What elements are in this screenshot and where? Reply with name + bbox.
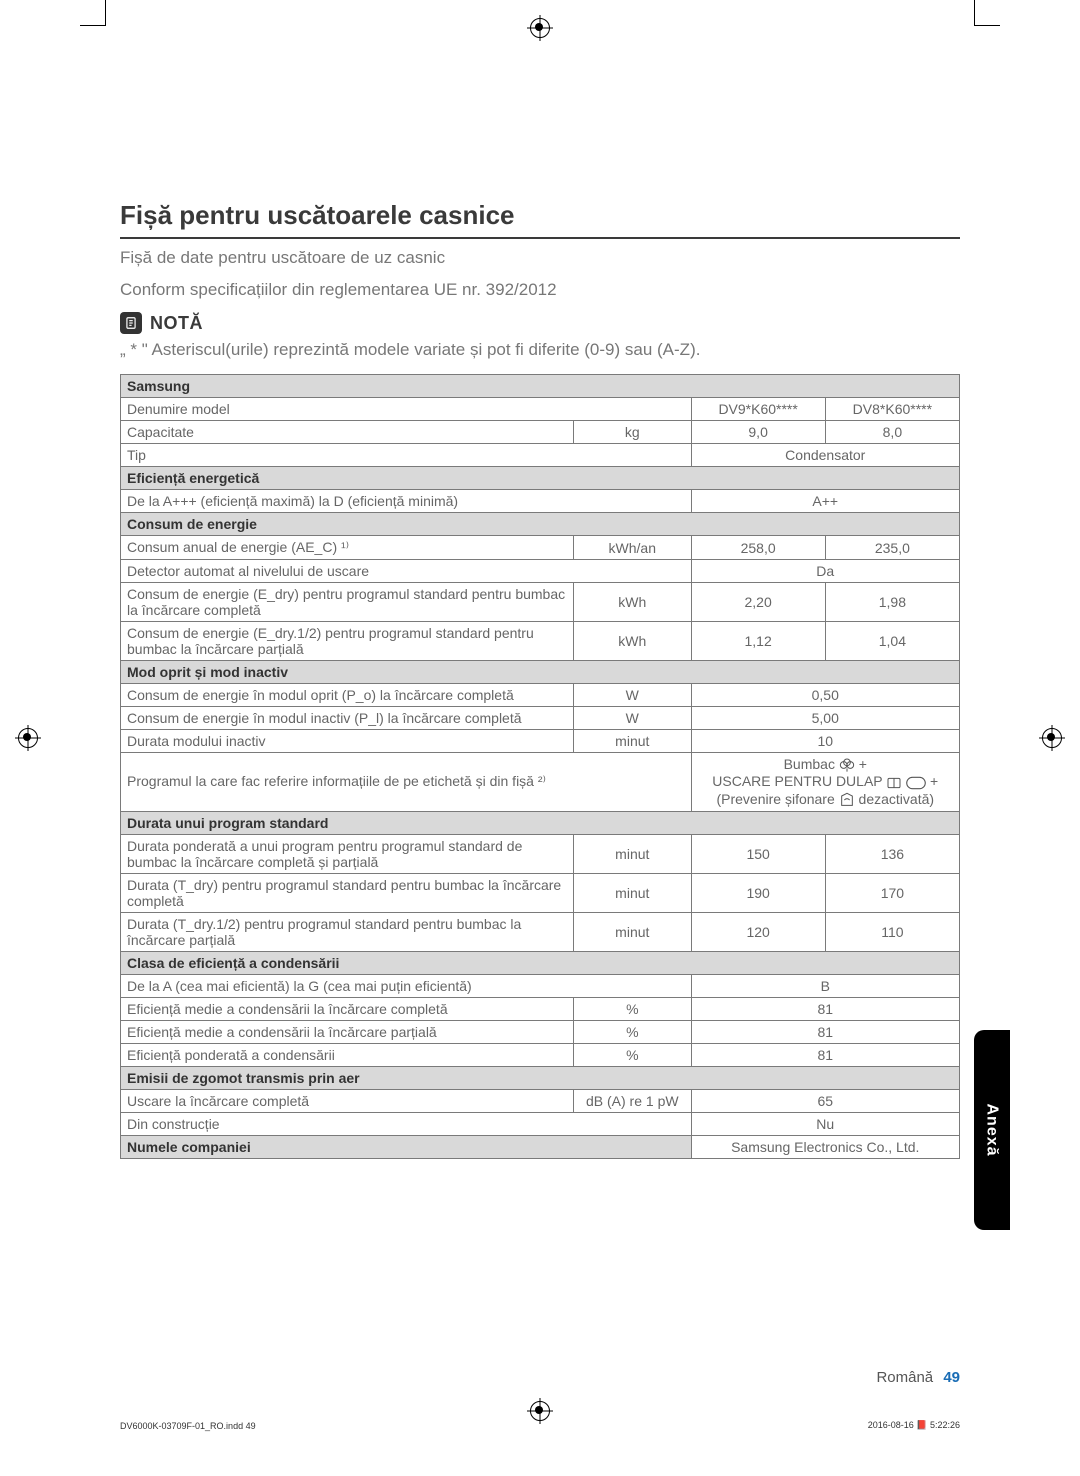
- tdry-unit: minut: [574, 873, 691, 912]
- detector-value: Da: [691, 560, 959, 583]
- edry-label: Consum de energie (E_dry) pentru program…: [121, 583, 574, 622]
- footer-lang: Română: [876, 1369, 933, 1386]
- edry12-label: Consum de energie (E_dry.1/2) pentru pro…: [121, 622, 574, 661]
- tdry12-unit: minut: [574, 912, 691, 951]
- dur-pond-unit: minut: [574, 834, 691, 873]
- eff-scale-label: De la A+++ (eficiență maximă) la D (efic…: [121, 490, 692, 513]
- footer-page-number: 49: [943, 1369, 960, 1386]
- page-title: Fișă pentru uscătoarele casnice: [120, 200, 960, 239]
- aec-v1: 258,0: [691, 536, 825, 560]
- cupboard-icon: [886, 775, 902, 791]
- company-value: Samsung Electronics Co., Ltd.: [691, 1135, 959, 1158]
- inactiv-value: 10: [691, 730, 959, 753]
- program-ref-label: Programul la care fac referire informați…: [121, 753, 692, 812]
- eff-value: A++: [691, 490, 959, 513]
- spec-table: Samsung Denumire model DV9*K60**** DV8*K…: [120, 374, 960, 1159]
- cond-part-unit: %: [574, 1020, 691, 1043]
- program-line1: Bumbac: [784, 756, 835, 772]
- po-value: 0,50: [691, 684, 959, 707]
- side-tab-label: Anexă: [983, 1103, 1001, 1156]
- cond-full-value: 81: [691, 997, 959, 1020]
- pl-value: 5,00: [691, 707, 959, 730]
- program-line3a: (Prevenire șifonare: [716, 791, 834, 807]
- capacity-v2: 8,0: [825, 421, 959, 444]
- noise-unit: dB (A) re 1 pW: [574, 1089, 691, 1112]
- side-tab-anexa: Anexă: [974, 1030, 1010, 1230]
- program-line3b: dezactivată): [859, 791, 934, 807]
- cond-part-value: 81: [691, 1020, 959, 1043]
- aec-v2: 235,0: [825, 536, 959, 560]
- cond-header: Clasa de eficiență a condensării: [121, 951, 960, 974]
- subtitle-line-2: Conform specificațiilor din reglementare…: [120, 277, 960, 303]
- model-v1: DV9*K60****: [691, 398, 825, 421]
- pl-unit: W: [574, 707, 691, 730]
- edry-unit: kWh: [574, 583, 691, 622]
- edry12-v2: 1,04: [825, 622, 959, 661]
- anticrease-icon: [839, 792, 855, 808]
- detector-label: Detector automat al nivelului de uscare: [121, 560, 692, 583]
- dur-pond-v1: 150: [691, 834, 825, 873]
- type-value: Condensator: [691, 444, 959, 467]
- edry12-unit: kWh: [574, 622, 691, 661]
- program-line2: USCARE PENTRU DULAP: [712, 773, 882, 789]
- tdry-v2: 170: [825, 873, 959, 912]
- noise-header: Emisii de zgomot transmis prin aer: [121, 1066, 960, 1089]
- builtin-label: Din construcție: [121, 1112, 692, 1135]
- eff-header: Eficiență energetică: [121, 467, 960, 490]
- cond-w-label: Eficiență ponderată a condensării: [121, 1043, 574, 1066]
- cond-scale-value: B: [691, 974, 959, 997]
- po-label: Consum de energie în modul oprit (P_o) l…: [121, 684, 574, 707]
- type-label: Tip: [121, 444, 692, 467]
- inactiv-label: Durata modului inactiv: [121, 730, 574, 753]
- inactiv-unit: minut: [574, 730, 691, 753]
- duration-header: Durata unui program standard: [121, 811, 960, 834]
- cond-full-label: Eficiență medie a condensării la încărca…: [121, 997, 574, 1020]
- po-unit: W: [574, 684, 691, 707]
- dur-pond-v2: 136: [825, 834, 959, 873]
- pl-label: Consum de energie în modul inactiv (P_l)…: [121, 707, 574, 730]
- tdry-v1: 190: [691, 873, 825, 912]
- tdry12-v1: 120: [691, 912, 825, 951]
- capacity-label: Capacitate: [121, 421, 574, 444]
- aec-unit: kWh/an: [574, 536, 691, 560]
- tdry12-v2: 110: [825, 912, 959, 951]
- subtitle-line-1: Fișă de date pentru uscătoare de uz casn…: [120, 245, 960, 271]
- program-ref-value: Bumbac + USCARE PENTRU DULAP + (Prevenir…: [691, 753, 959, 812]
- note-label: NOTĂ: [150, 313, 203, 334]
- model-label: Denumire model: [121, 398, 692, 421]
- tdry12-label: Durata (T_dry.1/2) pentru programul stan…: [121, 912, 574, 951]
- cond-scale-label: De la A (cea mai eficientă) la G (cea ma…: [121, 974, 692, 997]
- edry12-v1: 1,12: [691, 622, 825, 661]
- cond-part-label: Eficiență medie a condensării la încărca…: [121, 1020, 574, 1043]
- footer-print-right: 2016-08-16 📕 5:22:26: [868, 1420, 960, 1431]
- note-icon: [120, 312, 142, 334]
- model-v2: DV8*K60****: [825, 398, 959, 421]
- footer-print-left: DV6000K-03709F-01_RO.indd 49: [120, 1421, 256, 1431]
- cond-full-unit: %: [574, 997, 691, 1020]
- noise-label: Uscare la încărcare completă: [121, 1089, 574, 1112]
- cond-w-value: 81: [691, 1043, 959, 1066]
- edry-v1: 2,20: [691, 583, 825, 622]
- capacity-v1: 9,0: [691, 421, 825, 444]
- mode-header: Mod oprit și mod inactiv: [121, 661, 960, 684]
- cotton-icon: [839, 757, 855, 773]
- builtin-value: Nu: [691, 1112, 959, 1135]
- footer-page: Română 49: [876, 1369, 960, 1386]
- company-label: Numele companiei: [121, 1135, 692, 1158]
- brand-row: Samsung: [121, 375, 960, 398]
- cond-w-unit: %: [574, 1043, 691, 1066]
- capacity-unit: kg: [574, 421, 691, 444]
- dur-pond-label: Durata ponderată a unui program pentru p…: [121, 834, 574, 873]
- dry-level-icon: [906, 776, 926, 790]
- edry-v2: 1,98: [825, 583, 959, 622]
- noise-value: 65: [691, 1089, 959, 1112]
- note-text: „ * " Asteriscul(urile) reprezintă model…: [120, 340, 960, 360]
- tdry-label: Durata (T_dry) pentru programul standard…: [121, 873, 574, 912]
- energy-header: Consum de energie: [121, 513, 960, 536]
- aec-label: Consum anual de energie (AE_C) ¹⁾: [121, 536, 574, 560]
